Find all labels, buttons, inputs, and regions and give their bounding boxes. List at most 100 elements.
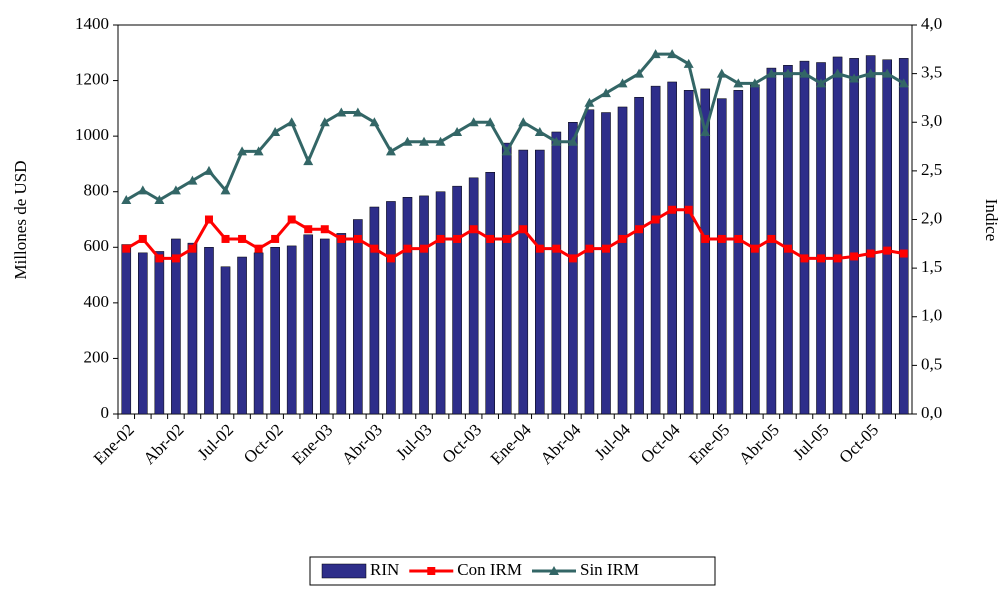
y-tick-label: 1400 (75, 14, 109, 33)
y-tick-label: 0 (101, 403, 110, 422)
bar (535, 149, 545, 415)
marker (618, 234, 627, 243)
bar (882, 59, 892, 415)
marker (352, 107, 363, 117)
bar (816, 62, 826, 415)
marker (203, 165, 214, 175)
marker (782, 68, 793, 78)
bar (898, 58, 909, 415)
marker (898, 78, 909, 88)
x-tick-label: Oct-04 (637, 420, 684, 467)
legend-label: Sin IRM (580, 560, 639, 579)
marker (402, 136, 413, 146)
bar (468, 177, 479, 415)
bar (865, 55, 876, 415)
bar (667, 81, 677, 415)
bar (849, 58, 859, 415)
bar (187, 242, 198, 415)
marker (403, 244, 412, 253)
marker (534, 126, 545, 136)
marker (122, 244, 131, 253)
marker (799, 68, 810, 78)
marker (668, 205, 677, 214)
marker (287, 215, 296, 224)
marker (155, 254, 164, 263)
marker (816, 78, 827, 88)
marker (469, 225, 478, 234)
marker (188, 244, 197, 253)
y2-tick-label: 1,5 (921, 257, 942, 276)
marker (286, 117, 297, 127)
marker (353, 234, 362, 243)
marker (138, 234, 147, 243)
x-tick-label: Jul-05 (789, 420, 832, 463)
marker (270, 126, 281, 136)
marker (800, 254, 809, 263)
y-tick-label: 400 (84, 292, 110, 311)
marker (502, 234, 511, 243)
bar (518, 149, 529, 415)
x-tick-label: Jul-03 (392, 420, 435, 463)
marker (220, 185, 231, 195)
x-tick-label: Jul-02 (194, 420, 237, 463)
bar (336, 233, 347, 415)
bar (154, 251, 165, 415)
marker (187, 175, 198, 185)
marker (684, 205, 693, 214)
marker (766, 68, 777, 78)
bar (402, 197, 413, 415)
marker (320, 225, 329, 234)
bar (303, 234, 314, 415)
marker (221, 234, 230, 243)
marker (369, 117, 380, 127)
x-tick-label: Oct-05 (835, 420, 882, 467)
bar (386, 201, 396, 415)
x-tick-label: Ene-02 (90, 420, 138, 468)
marker (865, 68, 876, 78)
x-tick-label: Jul-04 (591, 420, 635, 464)
marker (271, 234, 280, 243)
marker (734, 234, 743, 243)
bar (419, 195, 429, 415)
bar (634, 96, 644, 415)
x-tick-label: Abr-04 (537, 420, 585, 468)
marker (866, 249, 875, 258)
marker (154, 195, 165, 205)
marker (634, 68, 645, 78)
bar (683, 90, 694, 415)
marker (436, 234, 445, 243)
marker (453, 234, 462, 243)
legend-swatch (321, 563, 367, 579)
bar (617, 106, 628, 415)
bar (601, 112, 611, 415)
x-tick-label: Abr-02 (140, 420, 188, 468)
marker (204, 215, 213, 224)
x-tick-label: Abr-03 (338, 420, 386, 468)
y-tick-label: 1200 (75, 69, 109, 88)
bar (799, 60, 810, 415)
marker (750, 244, 759, 253)
bar (121, 244, 132, 415)
marker (551, 136, 562, 146)
bar (435, 191, 446, 415)
marker (486, 234, 495, 243)
y2-tick-label: 1,0 (921, 306, 942, 325)
marker (386, 254, 395, 263)
marker (419, 136, 430, 146)
marker (584, 97, 595, 107)
marker (882, 68, 893, 78)
marker (700, 126, 711, 136)
bar (319, 238, 330, 415)
marker (385, 146, 396, 156)
marker (601, 244, 610, 253)
marker (435, 136, 446, 146)
marker (899, 249, 908, 258)
bar (237, 256, 247, 415)
marker (733, 78, 744, 88)
marker (783, 244, 792, 253)
marker (832, 68, 843, 78)
marker (468, 117, 479, 127)
marker (518, 117, 529, 127)
marker (833, 254, 842, 263)
bar (138, 252, 148, 415)
